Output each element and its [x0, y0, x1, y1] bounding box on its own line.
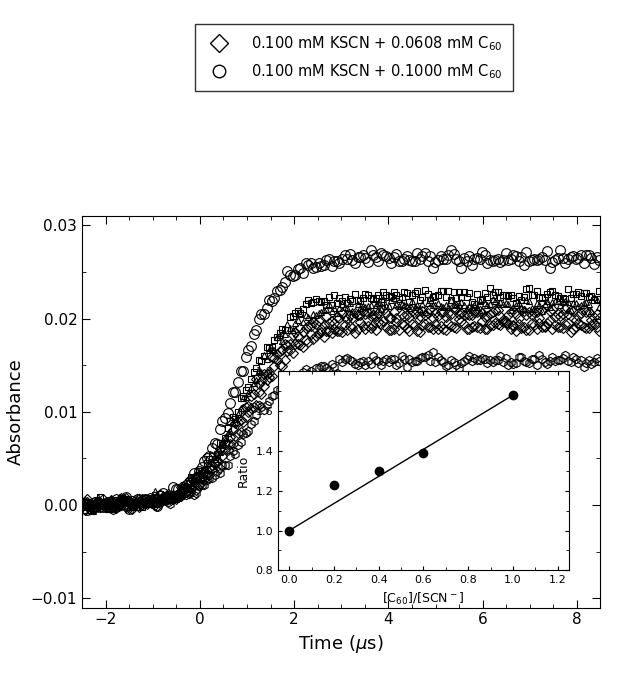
Y-axis label: Ratio: Ratio — [237, 455, 250, 487]
Y-axis label: Absorbance: Absorbance — [7, 358, 25, 465]
X-axis label: Time ($\mu$s): Time ($\mu$s) — [298, 633, 384, 655]
Legend: 0.100 mM KSCN + 0.0608 mM C$_{60}$, 0.100 mM KSCN + 0.1000 mM C$_{60}$: 0.100 mM KSCN + 0.0608 mM C$_{60}$, 0.10… — [195, 24, 513, 90]
X-axis label: [C$_{60}$]/[SCN$^-$]: [C$_{60}$]/[SCN$^-$] — [382, 591, 465, 607]
